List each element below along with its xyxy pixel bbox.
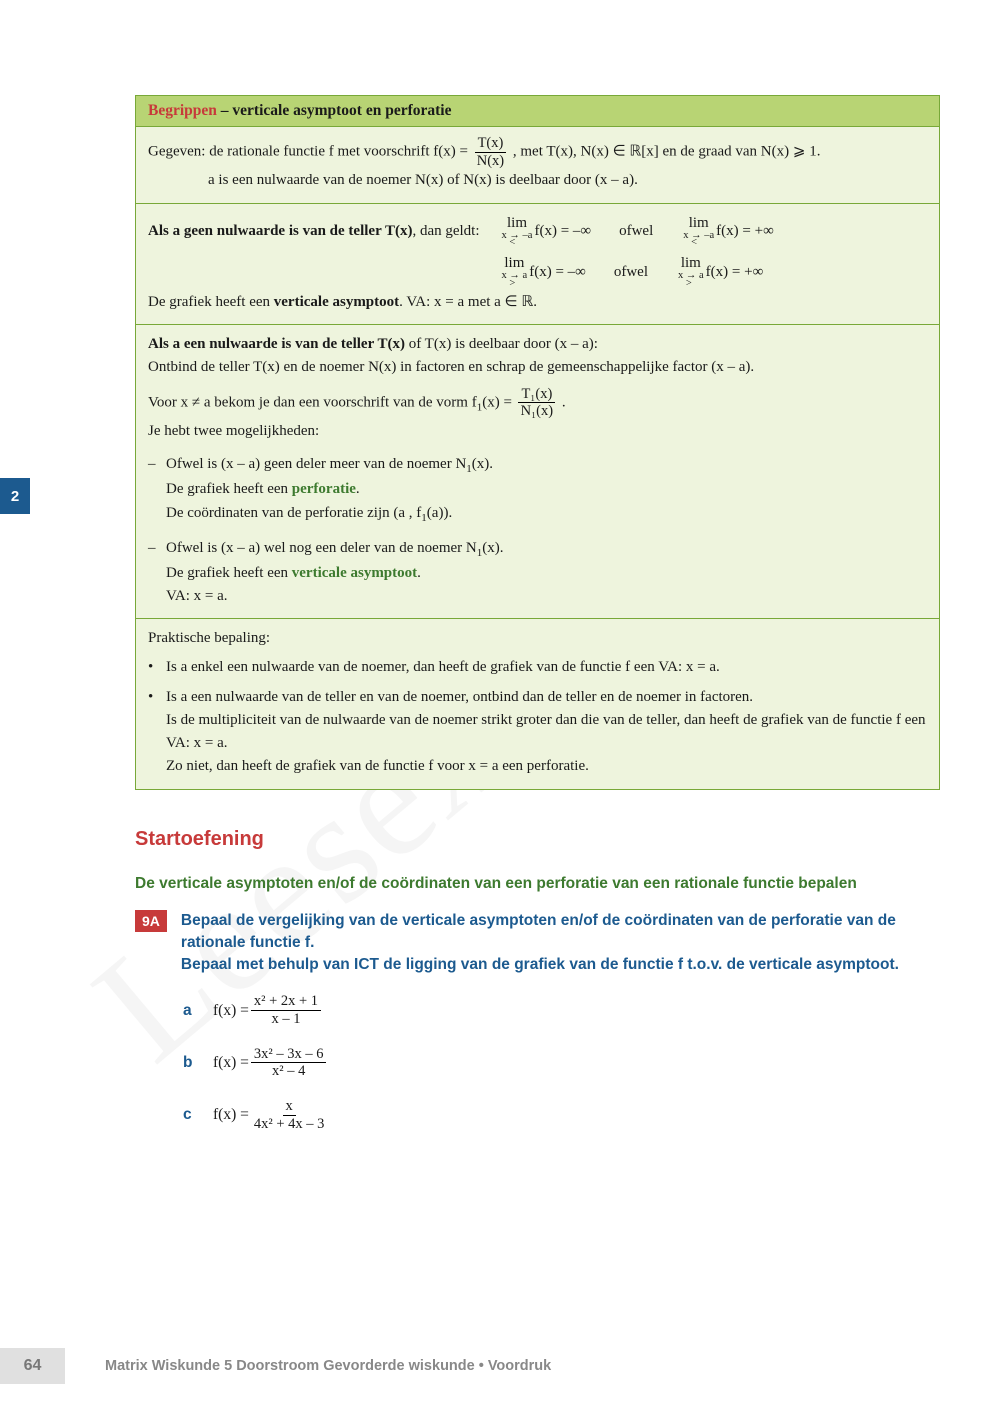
sub-letter: b <box>183 1054 213 1072</box>
text: , met T(x), N(x) ∈ ℝ[x] en de graad van … <box>513 144 821 160</box>
dash-icon: – <box>148 453 166 526</box>
text: Is a een nulwaarde van de teller en van … <box>166 689 753 705</box>
text: Ontbind de teller T(x) en de noemer N(x)… <box>148 356 927 379</box>
text: of T(x) is deelbaar door (x – a): <box>405 336 598 352</box>
text: . <box>417 565 421 581</box>
text: f(x) = <box>213 1106 249 1124</box>
section-heading: Startoefening <box>135 828 940 851</box>
text: VA: x = a. <box>166 588 228 604</box>
text: f(x) = +∞ <box>716 222 774 240</box>
text: verticale asymptoot <box>292 565 417 581</box>
exercise-badge: 9A <box>135 910 167 932</box>
sub-exercise-c: c f(x) = x 4x² + 4x – 3 <box>183 1098 940 1132</box>
bullet-icon: • <box>148 656 166 679</box>
page-content: Begrippen – verticale asymptoot en perfo… <box>0 0 1000 1192</box>
text: a is een nulwaarde van de noemer N(x) of… <box>208 169 927 192</box>
exercise: 9A Bepaal de vergelijking van de vertica… <box>135 910 940 975</box>
text: (x). <box>482 540 503 556</box>
text: Bepaal de vergelijking van de verticale … <box>181 912 896 951</box>
text: Is de multipliciteit van de nulwaarde va… <box>166 712 926 751</box>
fraction: T₁(x) N₁(x) <box>518 386 556 420</box>
text: Voor x ≠ a bekom je dan een voorschrift … <box>148 394 477 410</box>
text: Als a een nulwaarde is van de teller T(x… <box>148 336 405 352</box>
footer-text: Matrix Wiskunde 5 Doorstroom Gevorderde … <box>105 1358 551 1374</box>
fraction: x 4x² + 4x – 3 <box>251 1098 328 1132</box>
limit: limx →< –a <box>502 216 533 247</box>
text: De coördinaten van de perforatie zijn (a… <box>166 505 421 521</box>
text: Praktische bepaling: <box>148 627 927 650</box>
theory-section-3: Als a een nulwaarde is van de teller T(x… <box>136 325 939 619</box>
theory-box: Begrippen – verticale asymptoot en perfo… <box>135 95 940 790</box>
sub-exercise-a: a f(x) = x² + 2x + 1 x – 1 <box>183 993 940 1027</box>
theory-section-4: Praktische bepaling: • Is a enkel een nu… <box>136 619 939 789</box>
theory-section-2: Als a geen nulwaarde is van de teller T(… <box>136 204 939 326</box>
sub-exercise-b: b f(x) = 3x² – 3x – 6 x² – 4 <box>183 1046 940 1080</box>
theory-section-1: Gegeven: de rationale functie f met voor… <box>136 127 939 204</box>
text: Is a enkel een nulwaarde van de noemer, … <box>166 656 927 679</box>
text: Zo niet, dan heeft de grafiek van de fun… <box>166 758 589 774</box>
text: f(x) = <box>213 1054 249 1072</box>
sub-letter: c <box>183 1106 213 1124</box>
text: Gegeven: de rationale functie f met voor… <box>148 144 472 160</box>
text: De grafiek heeft een <box>166 481 292 497</box>
text: (x). <box>472 456 493 472</box>
text: . VA: x = a met a ∈ ℝ. <box>399 294 537 310</box>
text: Je hebt twee mogelijkheden: <box>148 420 927 443</box>
text: perforatie <box>292 481 356 497</box>
text: ofwel <box>619 222 653 240</box>
header-term: Begrippen <box>148 102 217 119</box>
text: ofwel <box>614 263 648 281</box>
bullet-icon: • <box>148 686 166 779</box>
theory-header: Begrippen – verticale asymptoot en perfo… <box>136 96 939 127</box>
header-rest: – verticale asymptoot en perforatie <box>217 102 452 119</box>
text: . <box>562 394 566 410</box>
sub-letter: a <box>183 1002 213 1020</box>
text: (a)). <box>427 505 452 521</box>
page-footer: 64 Matrix Wiskunde 5 Doorstroom Gevorder… <box>0 1348 1000 1384</box>
dash-icon: – <box>148 537 166 609</box>
text: f(x) = +∞ <box>706 263 764 281</box>
text: . <box>356 481 360 497</box>
text: Ofwel is (x – a) wel nog een deler van d… <box>166 540 477 556</box>
limit: limx →> a <box>678 256 704 287</box>
fraction: T(x) N(x) <box>474 135 507 169</box>
text: f(x) = <box>213 1002 249 1020</box>
page-number: 64 <box>0 1348 65 1384</box>
text: Als a geen nulwaarde is van de teller T(… <box>148 223 412 239</box>
fraction: 3x² – 3x – 6 x² – 4 <box>251 1046 327 1080</box>
text: Ofwel is (x – a) geen deler meer van de … <box>166 456 466 472</box>
limit: limx →> a <box>502 256 528 287</box>
fraction: x² + 2x + 1 x – 1 <box>251 993 321 1027</box>
text: De grafiek heeft een <box>166 565 292 581</box>
text: (x) = <box>482 394 515 410</box>
text: verticale asymptoot <box>274 294 399 310</box>
text: De grafiek heeft een <box>148 294 274 310</box>
subsection-heading: De verticale asymptoten en/of de coördin… <box>135 873 940 895</box>
text: , dan geldt: <box>412 223 479 239</box>
text: Bepaal met behulp van ICT de ligging van… <box>181 956 899 973</box>
limit: limx →< –a <box>683 216 714 247</box>
text: f(x) = –∞ <box>534 222 591 240</box>
text: f(x) = –∞ <box>529 263 586 281</box>
